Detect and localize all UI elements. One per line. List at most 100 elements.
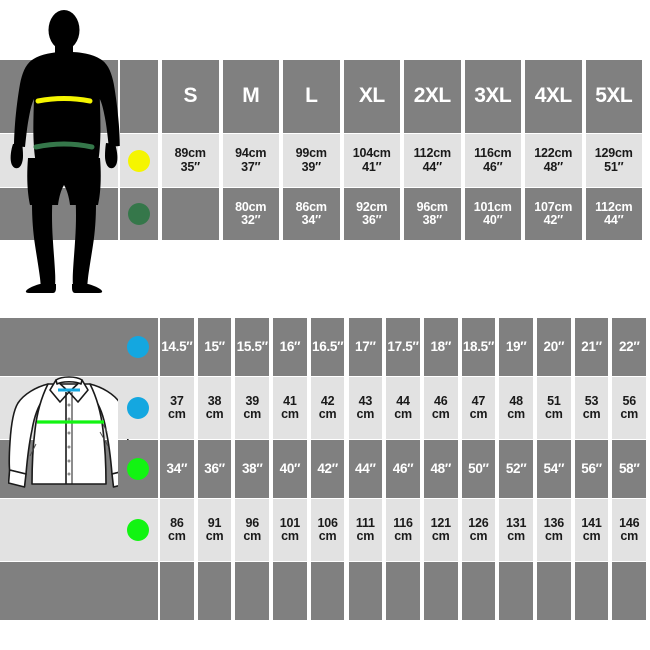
measurement-cell: 89cm 35″	[162, 134, 219, 187]
measurement-value: 116 cm	[393, 515, 413, 544]
value-number: 91	[207, 515, 222, 530]
measurement-value: 92cm 36″	[356, 200, 387, 228]
value-metric: 80cm	[235, 199, 267, 214]
value-unit: cm	[431, 407, 450, 421]
neck-size-header: 22″	[612, 318, 647, 376]
empty-cell	[423, 562, 458, 620]
measurement-value: 112cm 44″	[595, 199, 633, 228]
value-unit: cm	[205, 407, 224, 421]
band-row-blank	[0, 562, 136, 620]
neck-size-header: 20″	[537, 318, 571, 376]
neck-size-header: 16″	[273, 318, 307, 376]
value-unit: cm	[507, 529, 525, 543]
body-chart-grid: S M L XL 2XL 3XL 4XL 5XL 89cm 35″ 94cm 37″ 99cm 39″ 10…	[0, 0, 650, 310]
value-imperial: 36″	[362, 213, 382, 227]
chest-marker-green-inches-cell	[118, 440, 158, 498]
value-unit: cm	[431, 529, 450, 543]
empty-cell	[162, 188, 219, 240]
body-measurement-chart: S M L XL 2XL 3XL 4XL 5XL 89cm 35″ 94cm 37″ 99cm 39″ 10…	[0, 0, 650, 310]
measurement-cell: 38 cm	[197, 377, 232, 439]
measurement-cell: 42″	[310, 440, 345, 498]
value-imperial: 48″	[543, 159, 563, 174]
size-header-s: S	[162, 60, 219, 133]
neck-size-label: 22″	[618, 338, 640, 354]
size-header-3xl: 3XL	[464, 60, 521, 133]
value-imperial: 46″	[483, 159, 503, 174]
value-unit: cm	[281, 529, 299, 543]
neck-size-label: 16″	[279, 338, 301, 354]
value-number: 106	[317, 515, 338, 530]
empty-cell	[386, 562, 420, 620]
value-metric: 112cm	[413, 146, 451, 160]
value-number: 111	[355, 515, 375, 530]
empty-cell	[197, 562, 232, 620]
measurement-cell: 129cm 51″	[585, 134, 642, 187]
measurement-cell: 46″	[386, 440, 420, 498]
measurement-value: 44 cm	[394, 393, 412, 422]
value-imperial: 34″	[301, 213, 321, 227]
measurement-value: 50″	[468, 460, 489, 476]
value-unit: cm	[582, 529, 601, 543]
measurement-value: 111 cm	[355, 515, 375, 544]
measurement-value: 131 cm	[506, 515, 527, 544]
measurement-value: 136 cm	[544, 516, 564, 544]
measurement-cell: 94cm 37″	[222, 134, 279, 187]
value-imperial: 44″	[422, 159, 442, 174]
measurement-value: 48 cm	[507, 394, 525, 422]
value-imperial: 32″	[241, 213, 261, 227]
value-number: 37	[170, 393, 184, 408]
measurement-cell: 54″	[537, 440, 571, 498]
measurement-value: 101cm 40″	[474, 200, 512, 228]
measurement-value: 46 cm	[431, 394, 450, 422]
measurement-cell: 104cm 41″	[343, 134, 400, 187]
measurement-value: 112cm 44″	[413, 146, 451, 174]
measurement-value: 42″	[317, 460, 338, 476]
value-imperial: 38″	[422, 213, 442, 227]
measurement-cell: 111 cm	[348, 499, 383, 561]
value-number: 116	[393, 515, 413, 530]
measurement-cell: 42 cm	[310, 377, 345, 439]
value-metric: 116cm	[474, 146, 512, 160]
measurement-cell: 131 cm	[499, 499, 533, 561]
size-header-label: L	[305, 84, 318, 108]
measurement-value: 116cm 46″	[474, 146, 512, 174]
value-number: 47	[471, 393, 486, 408]
measurement-cell: 41 cm	[273, 377, 307, 439]
measurement-cell: 48″	[423, 440, 458, 498]
neck-size-label: 15″	[204, 338, 225, 354]
value-number: 44	[396, 393, 410, 408]
value-number: 131	[506, 515, 527, 530]
value-unit: cm	[205, 529, 224, 543]
neck-size-header: 19″	[499, 318, 533, 376]
measurement-cell: 96cm 38″	[404, 188, 461, 240]
measurement-cell: 86cm 34″	[283, 188, 340, 240]
measurement-value: 47 cm	[470, 393, 488, 422]
value-metric: 112cm	[595, 199, 633, 214]
measurement-cell: 141 cm	[574, 499, 609, 561]
measurement-value: 126 cm	[468, 516, 488, 544]
value-number: 96	[245, 515, 259, 530]
measurement-value: 146 cm	[619, 516, 639, 544]
neck-size-header: 15″	[197, 318, 232, 376]
value-number: 39	[245, 393, 259, 408]
neck-size-label: 19″	[505, 338, 527, 354]
size-header-5xl: 5XL	[585, 60, 642, 133]
waist-marker-green	[128, 203, 150, 225]
value-unit: cm	[620, 407, 639, 421]
measurement-cell: 39 cm	[235, 377, 270, 439]
value-imperial: 37″	[241, 159, 261, 174]
size-header-label: M	[242, 84, 260, 108]
measurement-cell: 86 cm	[160, 499, 194, 561]
measurement-cell: 99cm 39″	[283, 134, 340, 187]
measurement-value: 141 cm	[581, 516, 601, 544]
value-unit: cm	[318, 529, 337, 543]
measurement-cell: 44 cm	[386, 377, 420, 439]
measurement-value: 41 cm	[281, 394, 299, 422]
value-metric: 89cm	[174, 146, 206, 160]
measurement-cell: 34″	[160, 440, 194, 498]
neck-size-header: 17.5″	[386, 318, 420, 376]
value-number: 86	[170, 515, 184, 530]
value-number: 53	[584, 393, 599, 408]
value-unit: cm	[356, 407, 375, 421]
size-header-4xl: 4XL	[525, 60, 582, 133]
